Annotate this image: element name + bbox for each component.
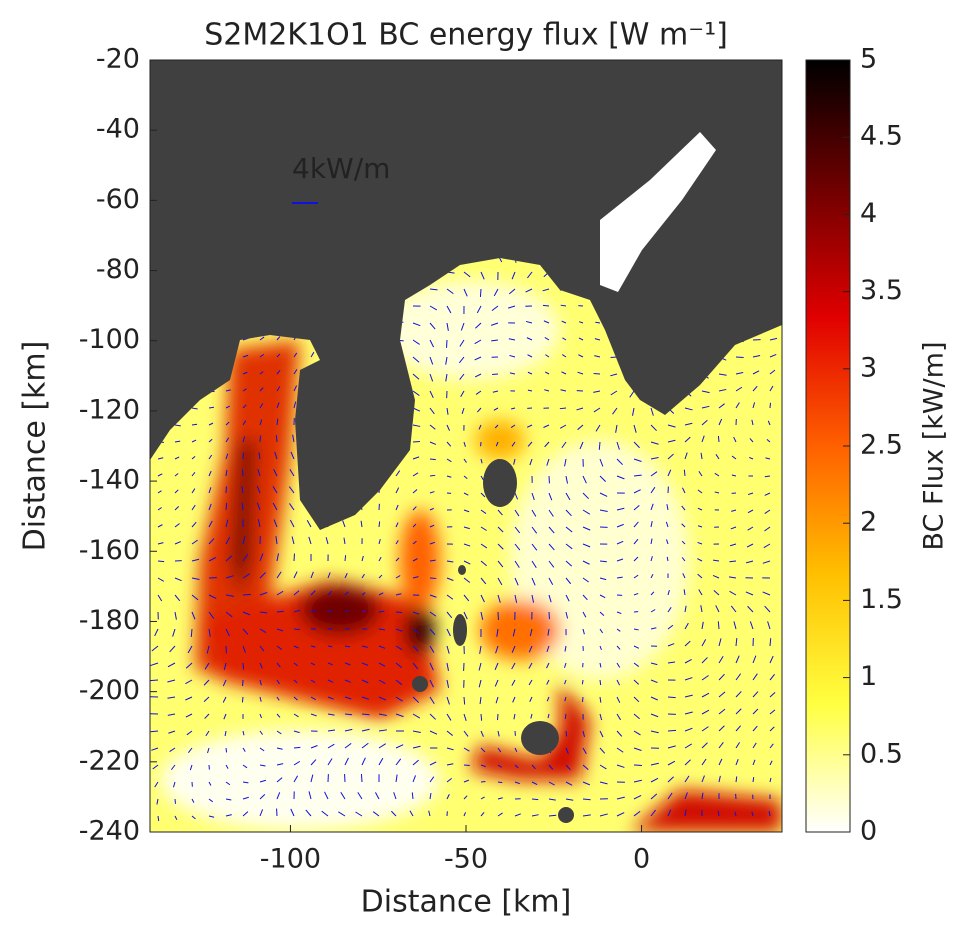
flux-arrow <box>480 289 481 297</box>
flux-arrow <box>600 561 607 562</box>
flux-arrow <box>345 714 352 715</box>
flux-arrow <box>242 469 243 476</box>
y-tick-label: -80 <box>96 254 140 285</box>
y-axis-label: Distance [km] <box>18 341 53 552</box>
y-tick-label: -240 <box>79 816 140 847</box>
flux-arrow <box>158 816 159 821</box>
flux-arrow <box>175 799 176 804</box>
flux-arrow <box>294 747 300 748</box>
colorbar-tick-label: 1.5 <box>860 584 903 615</box>
x-tick-label: -50 <box>444 844 488 875</box>
flux-arrow <box>736 357 744 358</box>
field <box>150 60 782 832</box>
colorbar-tick-label: 0.5 <box>860 738 903 769</box>
flux-arrow <box>277 611 284 612</box>
flux-arrow <box>560 408 566 409</box>
flux-arrow <box>668 697 676 698</box>
flux-arrow <box>498 782 502 783</box>
flux-arrow <box>242 697 243 702</box>
colorbar-tick-label: 3 <box>860 352 877 383</box>
colorbar-tick-label: 5 <box>860 44 877 75</box>
y-tick-label: -100 <box>79 324 140 355</box>
flux-arrow <box>497 714 498 720</box>
colorbar-tick-label: 1 <box>860 661 877 692</box>
y-tick-label: -220 <box>79 745 140 776</box>
y-tick-label: -40 <box>96 114 140 145</box>
flux-arrow <box>718 436 719 442</box>
flux-arrow <box>243 663 244 670</box>
flux-arrow <box>684 470 685 476</box>
flux-arrow <box>595 322 600 323</box>
flux-arrow <box>158 561 164 562</box>
chart-title: S2M2K1O1 BC energy flux [W m⁻¹] <box>204 18 728 53</box>
y-tick-label: -60 <box>96 184 140 215</box>
flux-arrow <box>532 799 538 800</box>
flux-arrow <box>361 774 362 782</box>
flux-arrow <box>600 680 601 685</box>
flux-arrow <box>481 714 482 721</box>
colorbar-tick-label: 2 <box>860 507 877 538</box>
y-tick-label: -160 <box>79 535 140 566</box>
flux-arrow <box>582 680 583 684</box>
y-tick-label: -20 <box>96 44 140 75</box>
colorbar-tick-label: 4 <box>860 198 877 229</box>
flux-arrow <box>345 555 346 561</box>
flux-arrow <box>430 475 435 476</box>
flux-arrow <box>668 730 676 731</box>
flux-arrow <box>464 697 465 704</box>
x-tick-label: 0 <box>633 844 650 875</box>
x-axis-label: Distance [km] <box>361 885 572 920</box>
y-tick-label: -140 <box>79 465 140 496</box>
flux-arrow <box>430 459 436 460</box>
y-tick-label: -180 <box>79 605 140 636</box>
colorbar-tick-label: 4.5 <box>860 121 903 152</box>
colorbar-tick-label: 3.5 <box>860 275 903 306</box>
flux-arrow <box>294 629 300 630</box>
flux-arrow <box>543 305 549 306</box>
flux-arrow <box>243 594 251 595</box>
flux-arrow <box>226 503 227 510</box>
flux-arrow <box>226 748 227 752</box>
reference-arrow-label: 4kW/m <box>292 152 390 185</box>
flux-arrow <box>192 424 197 425</box>
flux-arrow <box>753 777 754 782</box>
flux-arrow <box>379 521 380 527</box>
colorbar-tick-label: 2.5 <box>860 430 903 461</box>
colorbar-tick-label: 0 <box>860 816 877 847</box>
flux-arrow <box>566 731 567 736</box>
y-tick-label: -120 <box>79 394 140 425</box>
flux-arrow <box>276 435 277 442</box>
y-tick-label: -200 <box>79 675 140 706</box>
flux-arrow <box>718 621 719 629</box>
flux-arrow <box>150 680 158 681</box>
colorbar-label: BC Flux [kW/m] <box>919 342 950 551</box>
flux-arrow <box>565 714 566 719</box>
x-tick-label: -100 <box>260 844 321 875</box>
